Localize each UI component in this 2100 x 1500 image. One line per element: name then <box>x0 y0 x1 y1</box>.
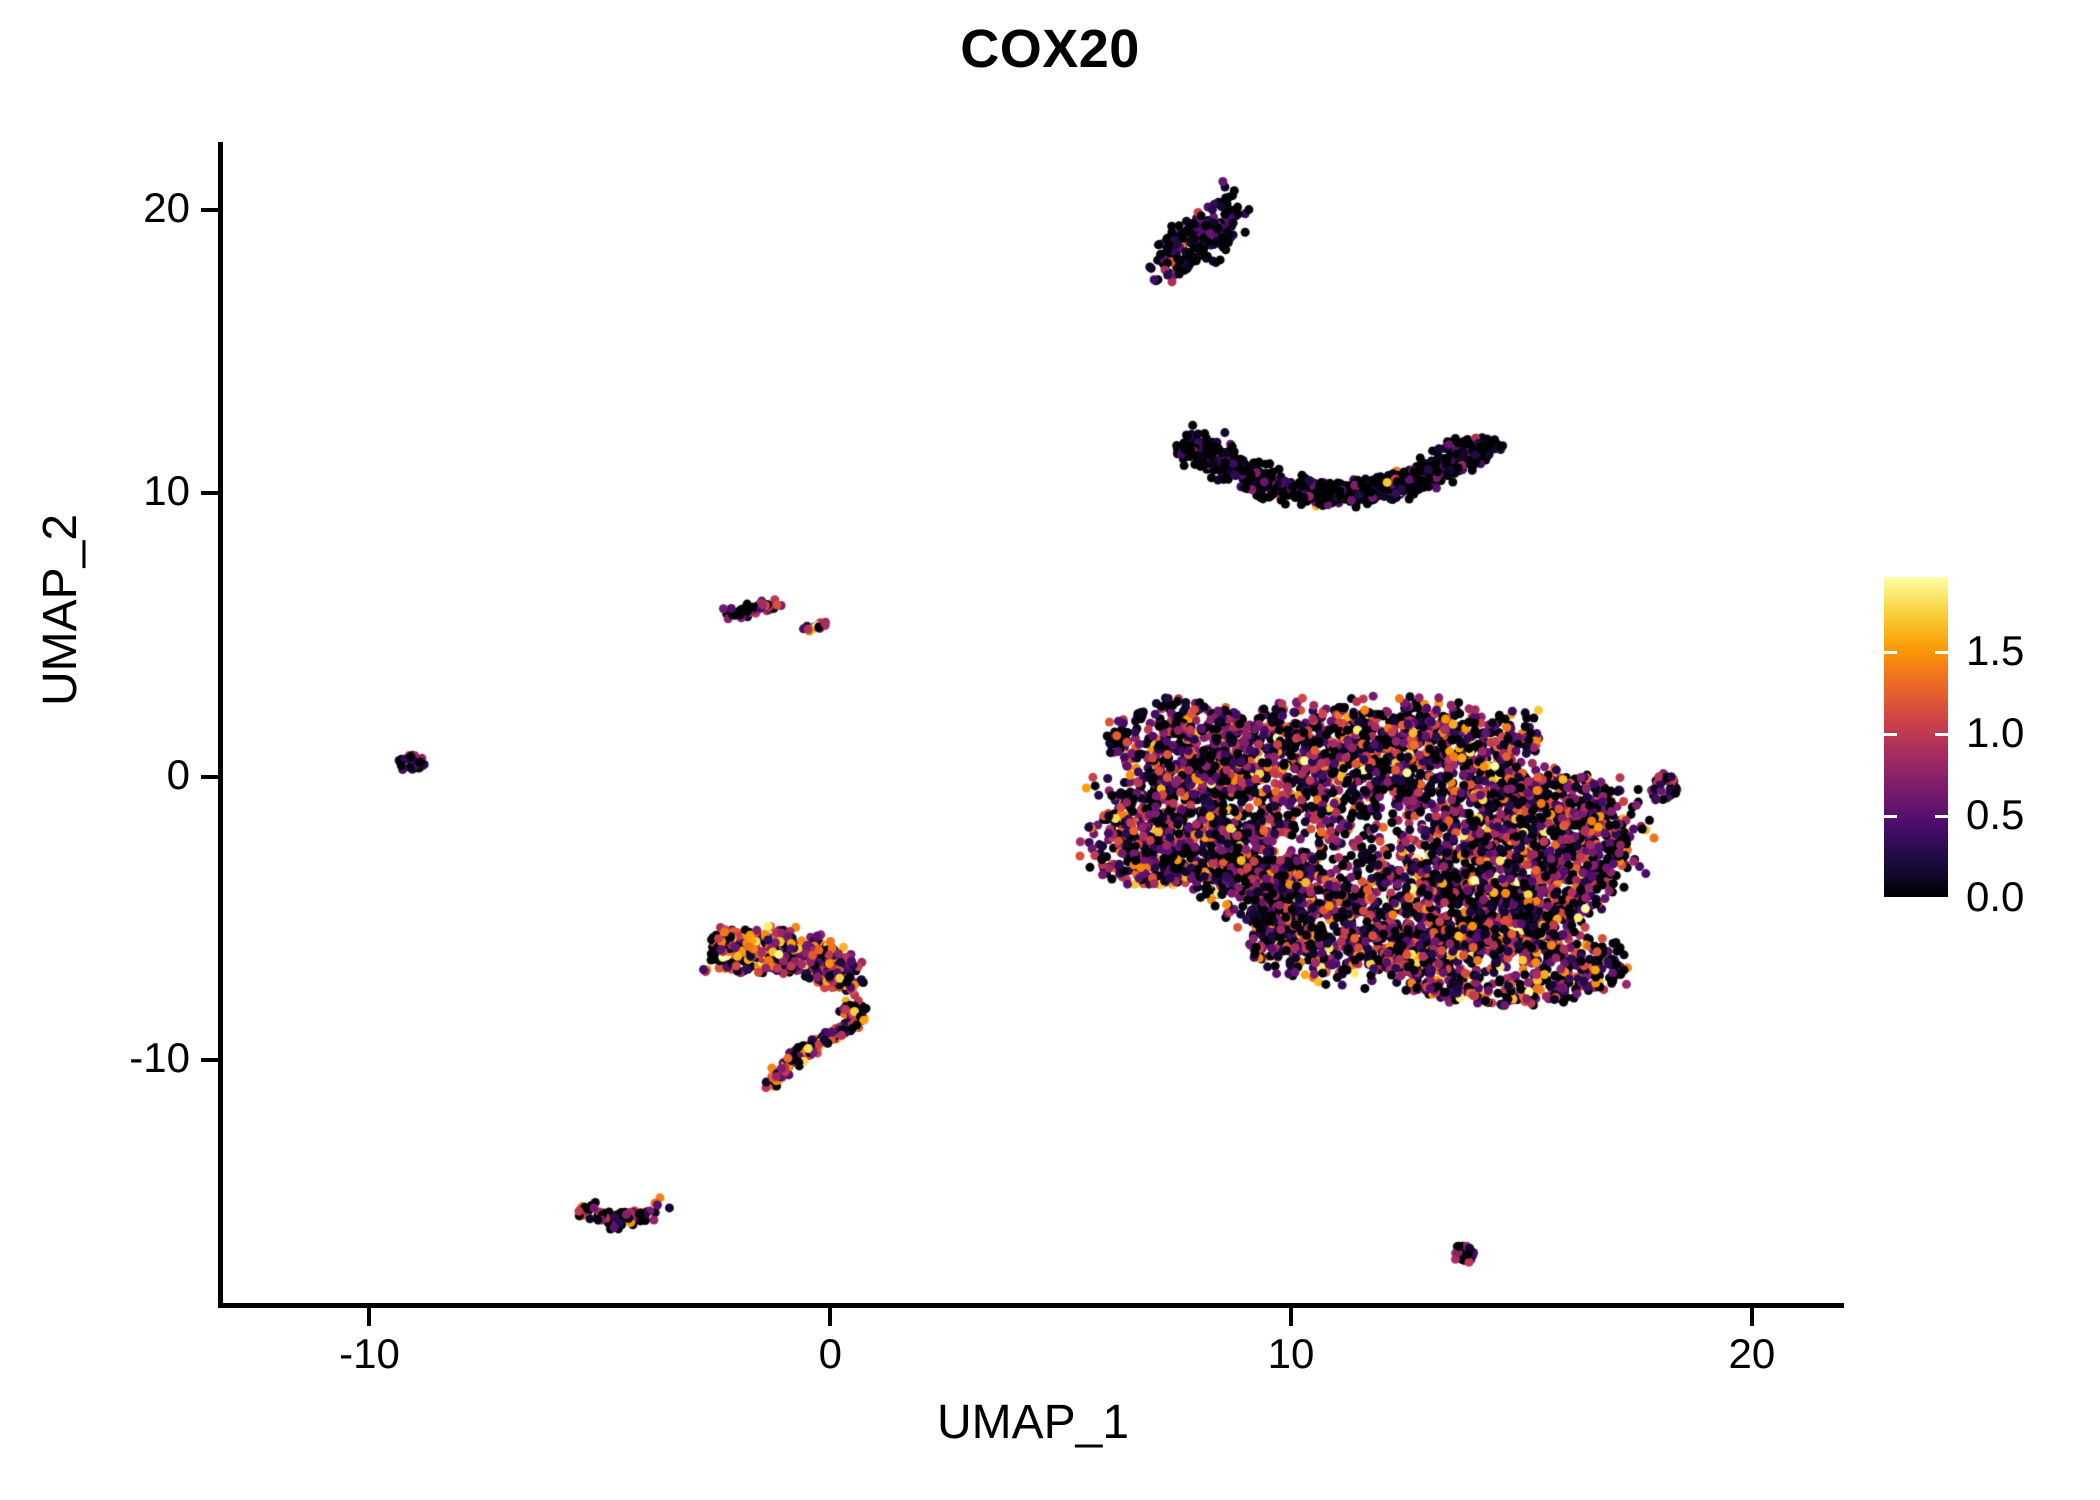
x-tick-mark <box>367 1308 372 1326</box>
x-tick-label: 10 <box>1267 1330 1315 1377</box>
y-tick-mark <box>201 491 218 496</box>
y-axis-title-wrap: UMAP_2 <box>31 29 91 1191</box>
x-axis-title: UMAP_1 <box>936 1396 1130 1449</box>
scatter-plot-panel[interactable] <box>222 142 1844 1304</box>
colorbar-tick-mark <box>1935 732 1948 736</box>
x-tick-mark <box>828 1308 833 1326</box>
x-tick-mark <box>1749 1308 1754 1326</box>
colorbar-tick-label: 0.0 <box>1966 873 2025 920</box>
y-tick-mark <box>201 774 218 779</box>
colorbar-tick-mark <box>1935 650 1948 654</box>
colorbar-tick-mark <box>1884 650 1897 654</box>
y-axis-title: UMAP_2 <box>34 513 87 707</box>
x-tick-mark <box>1289 1308 1294 1326</box>
y-tick-label: 10 <box>143 467 190 515</box>
x-tick-label: 20 <box>1728 1330 1776 1377</box>
x-axis-line <box>218 1303 1844 1308</box>
y-tick-mark <box>201 1058 218 1063</box>
colorbar-tick-label: 1.0 <box>1966 708 2025 756</box>
colorbar-tick-mark <box>1884 814 1897 818</box>
colorbar-tick-mark <box>1884 732 1897 736</box>
colorbar-tick-mark <box>1935 814 1948 818</box>
colorbar-tick-label: 1.5 <box>1966 626 2025 674</box>
y-tick-label: 0 <box>166 750 190 798</box>
y-tick-mark <box>201 208 218 213</box>
y-tick-label: 20 <box>143 184 190 232</box>
colorbar-legend[interactable]: 1.5 1.0 0.5 0.0 <box>1884 577 2084 918</box>
x-tick-label: 0 <box>818 1330 842 1377</box>
scatter-points-canvas[interactable] <box>222 142 1844 1304</box>
y-tick-label: -10 <box>129 1034 190 1082</box>
colorbar-tick-label: 0.5 <box>1966 790 2025 838</box>
colorbar-gradient <box>1884 577 1948 897</box>
x-tick-label: -10 <box>339 1330 400 1377</box>
y-axis-line <box>218 142 223 1308</box>
page-title: COX20 <box>960 19 1140 79</box>
